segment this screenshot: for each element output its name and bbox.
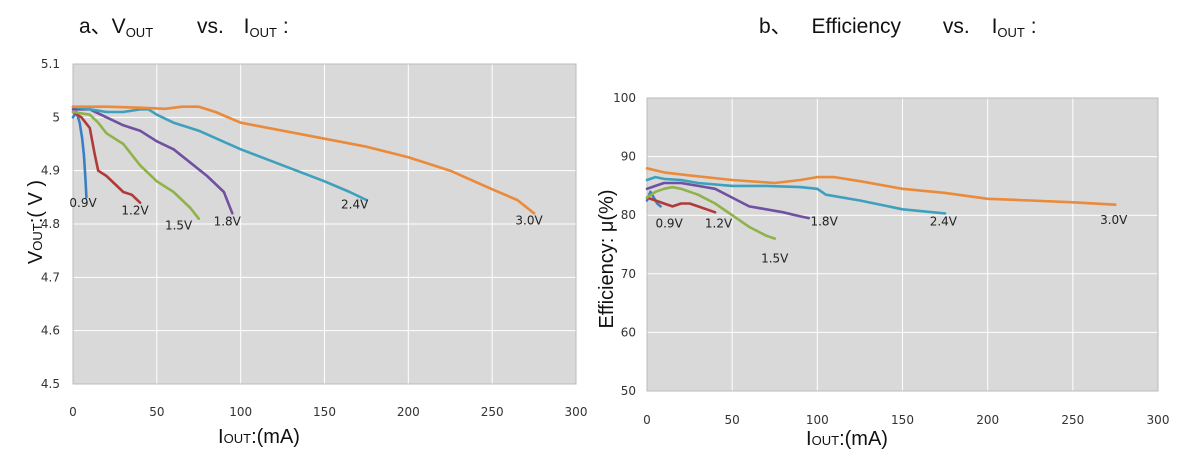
vout-series-label-2-4V: 2.4V: [341, 198, 369, 212]
vout-y-axis-title: VOUT:( V ): [25, 180, 47, 264]
vout-series-label-3-0V: 3.0V: [515, 214, 543, 228]
efficiency-y-axis-title: Efficiency: μ(%): [596, 190, 618, 329]
vout-y-tick-label: 4.6: [41, 324, 60, 338]
efficiency-x-tick-label: 150: [891, 413, 914, 427]
vout-x-tick-label: 0: [69, 405, 77, 419]
efficiency-series-label-3-0V: 3.0V: [1100, 213, 1128, 227]
vout-x-tick-label: 100: [229, 405, 252, 419]
heading-a-vs: vs.: [196, 15, 224, 38]
efficiency-chart: 50 60 70 80 90 100 0 50 100 150 200 250 300 0.9V 1.2V 1…: [596, 91, 1169, 450]
heading-a-sub2: OUT: [249, 25, 277, 40]
vout-series-line-2-4V: [71, 105, 368, 202]
vout-y-tick-label: 4.5: [41, 377, 60, 391]
heading-b-sub2: OUT: [997, 25, 1025, 40]
vout-y-tick-label: 4.8: [41, 217, 60, 231]
heading-b-i: I: [991, 15, 998, 38]
efficiency-series-label-1-8V: 1.8V: [810, 215, 838, 229]
vout-y-tick-label: 4.7: [41, 270, 60, 284]
efficiency-x-tick-label: 0: [643, 413, 651, 427]
vout-series-line-3-0V: [71, 105, 536, 215]
efficiency-series-line-1-8V: [645, 181, 811, 220]
heading-b-prefix: b、: [759, 15, 792, 38]
heading-a-colon: :: [282, 15, 289, 38]
vout-x-tick-label: 50: [149, 405, 164, 419]
efficiency-x-tick-label: 50: [725, 413, 740, 427]
efficiency-x-axis-title: IOUT:(mA): [806, 428, 888, 450]
heading-b-colon: :: [1030, 15, 1037, 38]
efficiency-series-label-1-5V: 1.5V: [761, 252, 789, 266]
efficiency-series-line-1-2V: [645, 196, 717, 214]
vout-plot-border: [72, 63, 577, 385]
vout-x-tick-label: 300: [565, 405, 588, 419]
vout-series-label-1-5V: 1.5V: [165, 218, 193, 232]
efficiency-y-tick-label: 90: [621, 150, 636, 164]
efficiency-y-tick-label: 50: [621, 384, 636, 398]
efficiency-y-tick-label: 60: [621, 325, 636, 339]
vout-series-label-0-9V: 0.9V: [69, 196, 97, 210]
vout-x-tick-label: 250: [481, 405, 504, 419]
vout-chart: 4.5 4.6 4.7 4.8 4.9 5 5.1 0 50 100 150 200 250 300 0.9…: [25, 57, 587, 448]
vout-x-tick-label: 200: [397, 405, 420, 419]
vout-x-tick-label: 150: [313, 405, 336, 419]
efficiency-y-tick-label: 70: [621, 267, 636, 281]
heading-a-prefix: a、V: [79, 15, 126, 38]
efficiency-x-tick-label: 300: [1147, 413, 1170, 427]
vout-x-axis-title: IOUT:(mA): [218, 426, 300, 448]
efficiency-y-tick-label: 100: [613, 91, 636, 105]
vout-series-label-1-8V: 1.8V: [214, 215, 242, 229]
heading-vout-vs-iout: a、VOUT vs. IOUT :: [79, 10, 289, 40]
heading-a-sub1: OUT: [125, 25, 154, 40]
efficiency-x-tick-label: 200: [976, 413, 999, 427]
efficiency-plot-border: [646, 97, 1159, 392]
heading-efficiency-vs-iout: b、 Efficiency vs. IOUT :: [759, 10, 1037, 40]
efficiency-series-label-2-4V: 2.4V: [930, 215, 958, 229]
vout-y-tick-label: 4.9: [41, 164, 60, 178]
efficiency-x-tick-label: 100: [806, 413, 829, 427]
vout-series-line-1-5V: [71, 110, 201, 220]
heading-b-vs: vs.: [942, 15, 970, 38]
vout-y-tick-label: 5.1: [41, 57, 60, 71]
vout-series-line-1-8V: [71, 108, 234, 215]
heading-a-i: I: [243, 15, 250, 38]
efficiency-series-line-2-4V: [645, 175, 947, 215]
vout-series-line-1-2V: [71, 110, 142, 204]
vout-series-label-1-2V: 1.2V: [121, 203, 149, 217]
efficiency-y-tick-label: 80: [621, 208, 636, 222]
efficiency-series-label-1-2V: 1.2V: [705, 217, 733, 231]
heading-b-name: Efficiency: [811, 15, 902, 38]
efficiency-series-line-1-5V: [645, 185, 777, 240]
efficiency-x-tick-label: 250: [1061, 413, 1084, 427]
vout-y-tick-label: 5: [52, 110, 60, 124]
efficiency-series-line-3-0V: [645, 167, 1117, 206]
efficiency-series-label-0-9V: 0.9V: [655, 217, 683, 231]
